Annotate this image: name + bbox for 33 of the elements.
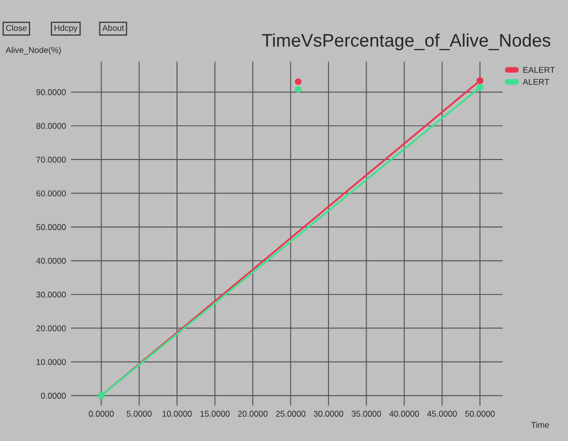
y-tick-label: 90.0000 bbox=[36, 89, 66, 96]
x-tick-label: 5.0000 bbox=[126, 410, 152, 417]
point bbox=[294, 78, 302, 85]
x-tick-label: 45.0000 bbox=[427, 410, 457, 417]
legend-label: EALERT bbox=[523, 67, 555, 73]
y-tick-label: 20.0000 bbox=[36, 325, 66, 332]
y-tick-label: 50.0000 bbox=[36, 224, 66, 230]
point bbox=[476, 84, 484, 91]
y-tick-label: 0.0000 bbox=[40, 392, 66, 399]
x-axis-title: Time bbox=[531, 422, 549, 428]
x-tick-label: 25.0000 bbox=[276, 410, 306, 417]
x-tick-label: 40.0000 bbox=[389, 410, 419, 417]
text: About bbox=[102, 24, 124, 31]
x-tick-label: 30.0000 bbox=[314, 410, 344, 417]
y-tick-label: 30.0000 bbox=[36, 292, 66, 298]
x-tick-label: 0.0000 bbox=[88, 410, 114, 417]
y-tick-label: 80.0000 bbox=[36, 123, 66, 129]
x-tick-label: 50.0000 bbox=[465, 410, 495, 417]
legend-label: ALERT bbox=[522, 78, 550, 85]
y-tick-label: 60.0000 bbox=[36, 190, 66, 196]
x-tick-label: 10.0000 bbox=[162, 410, 192, 417]
y-axis-title: Alive_Node(%) bbox=[6, 46, 61, 55]
chart-title: TimeVsPercentage_of_Alive_Nodes bbox=[262, 33, 550, 50]
text: Hdcpy bbox=[54, 24, 78, 33]
point bbox=[476, 77, 484, 84]
y-tick-label: 40.0000 bbox=[36, 258, 66, 264]
y-tick-label: 10.0000 bbox=[36, 359, 66, 365]
x-tick-label: 20.0000 bbox=[238, 410, 268, 417]
y-tick-label: 70.0000 bbox=[36, 156, 66, 163]
x-tick-label: 35.0000 bbox=[352, 410, 382, 417]
x-tick-label: 15.0000 bbox=[200, 410, 230, 417]
text: Close bbox=[6, 24, 27, 31]
point bbox=[294, 86, 302, 93]
